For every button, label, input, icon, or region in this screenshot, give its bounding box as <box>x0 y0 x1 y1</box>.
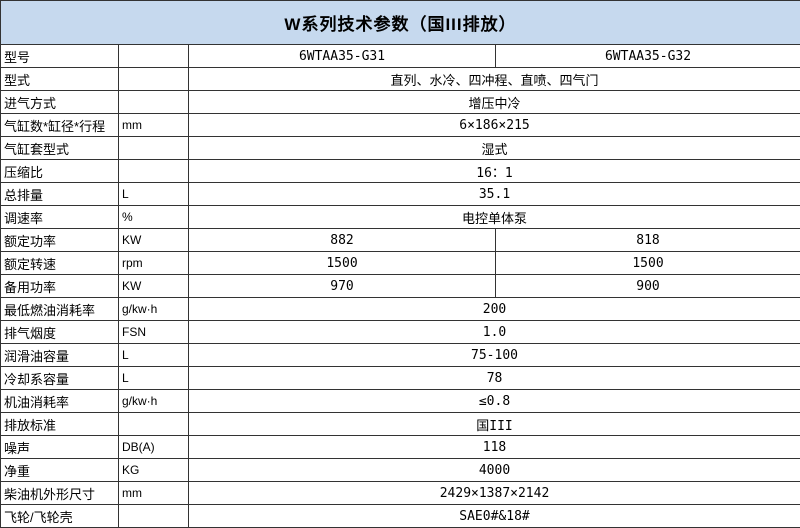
row-unit: FSN <box>119 321 189 344</box>
row-unit <box>119 137 189 160</box>
row-unit: g/kw·h <box>119 390 189 413</box>
row-label: 排放标准 <box>1 413 119 436</box>
row-label: 飞轮/飞轮壳 <box>1 505 119 528</box>
row-value-merged: 118 <box>189 436 800 459</box>
row-unit <box>119 160 189 183</box>
row-value: 900 <box>496 275 800 298</box>
page-title: W系列技术参数（国III排放） <box>1 1 800 45</box>
table-row: 型式 直列、水冷、四冲程、直喷、四气门 <box>1 68 800 91</box>
row-unit: KG <box>119 459 189 482</box>
table-row: 调速率%电控单体泵 <box>1 206 800 229</box>
row-label: 噪声 <box>1 436 119 459</box>
row-unit: mm <box>119 482 189 505</box>
row-unit: DB(A) <box>119 436 189 459</box>
row-label: 型号 <box>1 45 119 68</box>
row-label: 总排量 <box>1 183 119 206</box>
row-unit: % <box>119 206 189 229</box>
table-row: 排放标准 国III <box>1 413 800 436</box>
row-label: 额定功率 <box>1 229 119 252</box>
row-unit: KW <box>119 275 189 298</box>
row-label: 压缩比 <box>1 160 119 183</box>
row-value-merged: 6×186×215 <box>189 114 800 137</box>
row-label: 进气方式 <box>1 91 119 114</box>
row-value-merged: 电控单体泵 <box>189 206 800 229</box>
row-value: 970 <box>189 275 496 298</box>
table-row: 气缸套型式 湿式 <box>1 137 800 160</box>
table-row: 进气方式 增压中冷 <box>1 91 800 114</box>
row-label: 调速率 <box>1 206 119 229</box>
row-value-merged: 国III <box>189 413 800 436</box>
row-unit: rpm <box>119 252 189 275</box>
row-value-merged: 湿式 <box>189 137 800 160</box>
row-value-merged: 75-100 <box>189 344 800 367</box>
row-value-merged: SAE0#&18# <box>189 505 800 528</box>
row-value: 882 <box>189 229 496 252</box>
row-label: 净重 <box>1 459 119 482</box>
row-value-merged: 2429×1387×2142 <box>189 482 800 505</box>
row-unit: g/kw·h <box>119 298 189 321</box>
row-unit: KW <box>119 229 189 252</box>
row-label: 排气烟度 <box>1 321 119 344</box>
row-unit <box>119 91 189 114</box>
row-value-merged: 16：1 <box>189 160 800 183</box>
row-value-merged: 78 <box>189 367 800 390</box>
row-value-merged: 1.0 <box>189 321 800 344</box>
row-unit <box>119 413 189 436</box>
table-row: 压缩比 16：1 <box>1 160 800 183</box>
row-label: 额定转速 <box>1 252 119 275</box>
row-value-merged: 4000 <box>189 459 800 482</box>
row-unit: mm <box>119 114 189 137</box>
row-label: 气缸数*缸径*行程 <box>1 114 119 137</box>
row-value-merged: ≤0.8 <box>189 390 800 413</box>
table-title-row: W系列技术参数（国III排放） <box>1 1 800 45</box>
row-label: 机油消耗率 <box>1 390 119 413</box>
row-unit: L <box>119 344 189 367</box>
row-label: 柴油机外形尺寸 <box>1 482 119 505</box>
row-value: 818 <box>496 229 800 252</box>
row-value: 1500 <box>189 252 496 275</box>
row-label: 备用功率 <box>1 275 119 298</box>
table-row: 飞轮/飞轮壳 SAE0#&18# <box>1 505 800 528</box>
row-unit <box>119 68 189 91</box>
row-label: 气缸套型式 <box>1 137 119 160</box>
row-unit: L <box>119 183 189 206</box>
row-value-merged: 直列、水冷、四冲程、直喷、四气门 <box>189 68 800 91</box>
row-label: 冷却系容量 <box>1 367 119 390</box>
row-label: 最低燃油消耗率 <box>1 298 119 321</box>
row-value: 6WTAA35-G32 <box>496 45 800 68</box>
row-unit <box>119 45 189 68</box>
row-label: 润滑油容量 <box>1 344 119 367</box>
row-value-merged: 35.1 <box>189 183 800 206</box>
row-value-merged: 200 <box>189 298 800 321</box>
row-unit <box>119 505 189 528</box>
row-value: 6WTAA35-G31 <box>189 45 496 68</box>
row-value-merged: 增压中冷 <box>189 91 800 114</box>
row-value: 1500 <box>496 252 800 275</box>
row-label: 型式 <box>1 68 119 91</box>
row-unit: L <box>119 367 189 390</box>
